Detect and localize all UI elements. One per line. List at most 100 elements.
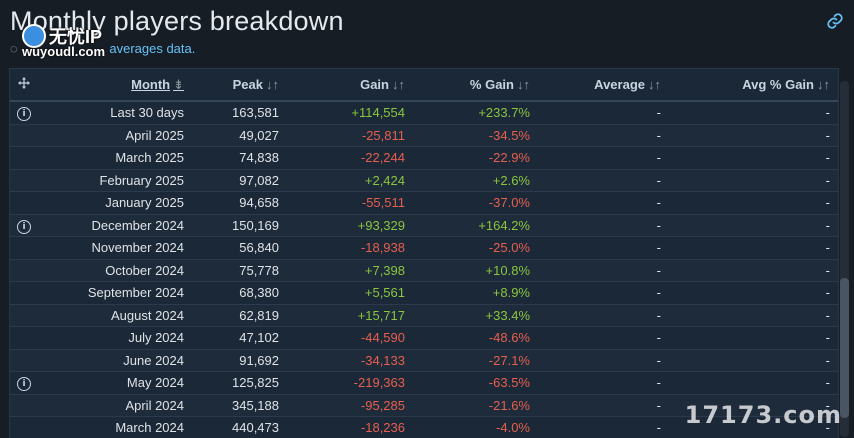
info-cell: [10, 237, 38, 260]
watermark-bottom-right: 17173.com: [685, 401, 842, 429]
month-cell: November 2024: [38, 237, 192, 260]
players-table: Month⇟ Peak↓↑ Gain↓↑ % Gain↓↑ Average↓↑ …: [9, 68, 839, 438]
column-header-peak[interactable]: Peak↓↑: [192, 69, 287, 101]
gain-cell: +15,717: [287, 304, 413, 327]
pct-gain-cell: +233.7%: [413, 101, 538, 124]
month-cell: July 2024: [38, 327, 192, 350]
gain-cell: -34,133: [287, 349, 413, 372]
table-header-row: Month⇟ Peak↓↑ Gain↓↑ % Gain↓↑ Average↓↑ …: [10, 69, 838, 101]
peak-cell: 97,082: [192, 169, 287, 192]
info-icon[interactable]: i: [17, 377, 31, 391]
pct-gain-cell: -4.0%: [413, 417, 538, 438]
pct-gain-cell: +164.2%: [413, 214, 538, 237]
peak-cell: 150,169: [192, 214, 287, 237]
gain-cell: +7,398: [287, 259, 413, 282]
gain-cell: -219,363: [287, 372, 413, 395]
column-header-gain[interactable]: Gain↓↑: [287, 69, 413, 101]
peak-cell: 125,825: [192, 372, 287, 395]
average-cell: -: [538, 147, 669, 170]
pct-gain-cell: +10.8%: [413, 259, 538, 282]
peak-cell: 345,188: [192, 394, 287, 417]
gain-cell: -22,244: [287, 147, 413, 170]
pct-gain-cell: -63.5%: [413, 372, 538, 395]
month-cell: April 2024: [38, 394, 192, 417]
spinner-icon: ◌: [10, 41, 18, 56]
pct-gain-cell: +8.9%: [413, 282, 538, 305]
avg-pct-gain-cell: -: [669, 349, 838, 372]
month-cell: June 2024: [38, 349, 192, 372]
info-cell: i: [10, 214, 38, 237]
pct-gain-cell: -27.1%: [413, 349, 538, 372]
average-cell: -: [538, 327, 669, 350]
column-header-pct-gain[interactable]: % Gain↓↑: [413, 69, 538, 101]
info-cell: [10, 282, 38, 305]
avg-pct-gain-cell: -: [669, 101, 838, 124]
info-cell: [10, 259, 38, 282]
info-cell: [10, 417, 38, 438]
month-cell: March 2024: [38, 417, 192, 438]
gain-cell: -44,590: [287, 327, 413, 350]
pct-gain-cell: -25.0%: [413, 237, 538, 260]
info-icon[interactable]: i: [17, 220, 31, 234]
info-cell: [10, 349, 38, 372]
gain-cell: +5,561: [287, 282, 413, 305]
column-header-average[interactable]: Average↓↑: [538, 69, 669, 101]
average-cell: -: [538, 259, 669, 282]
average-cell: -: [538, 417, 669, 438]
players-table-grid: Month⇟ Peak↓↑ Gain↓↑ % Gain↓↑ Average↓↑ …: [10, 69, 838, 438]
info-cell: [10, 147, 38, 170]
avg-pct-gain-cell: -: [669, 282, 838, 305]
month-cell: September 2024: [38, 282, 192, 305]
info-cell: [10, 192, 38, 215]
month-cell: December 2024: [38, 214, 192, 237]
scrollbar-thumb[interactable]: [840, 278, 849, 418]
month-cell: October 2024: [38, 259, 192, 282]
average-cell: -: [538, 192, 669, 215]
move-icon[interactable]: [10, 69, 38, 101]
month-cell: Last 30 days: [38, 101, 192, 124]
info-cell: i: [10, 372, 38, 395]
column-header-month[interactable]: Month⇟: [38, 69, 192, 101]
subtitle: ◌ averages data.: [10, 41, 195, 56]
peak-cell: 91,692: [192, 349, 287, 372]
month-cell: August 2024: [38, 304, 192, 327]
pct-gain-cell: -21.6%: [413, 394, 538, 417]
average-cell: -: [538, 304, 669, 327]
avg-pct-gain-cell: -: [669, 169, 838, 192]
gain-cell: -18,236: [287, 417, 413, 438]
avg-pct-gain-cell: -: [669, 237, 838, 260]
info-cell: i: [10, 101, 38, 124]
pct-gain-cell: -37.0%: [413, 192, 538, 215]
info-icon[interactable]: i: [17, 107, 31, 121]
gain-cell: -25,811: [287, 124, 413, 147]
average-cell: -: [538, 394, 669, 417]
sort-icon: ↓↑: [648, 77, 661, 92]
sort-icon: ↓↑: [266, 77, 279, 92]
table-scrollbar[interactable]: [840, 81, 849, 437]
peak-cell: 163,581: [192, 101, 287, 124]
avg-pct-gain-cell: -: [669, 327, 838, 350]
column-header-avg-pct-gain[interactable]: Avg % Gain↓↑: [669, 69, 838, 101]
gain-cell: -18,938: [287, 237, 413, 260]
peak-cell: 440,473: [192, 417, 287, 438]
sort-icon: ⇟: [173, 77, 184, 92]
link-icon[interactable]: [826, 12, 844, 30]
pct-gain-cell: +33.4%: [413, 304, 538, 327]
averages-data-link[interactable]: averages data.: [109, 41, 195, 56]
avg-pct-gain-cell: -: [669, 372, 838, 395]
average-cell: -: [538, 372, 669, 395]
gain-cell: +2,424: [287, 169, 413, 192]
month-cell: May 2024: [38, 372, 192, 395]
avg-pct-gain-cell: -: [669, 259, 838, 282]
peak-cell: 62,819: [192, 304, 287, 327]
average-cell: -: [538, 101, 669, 124]
